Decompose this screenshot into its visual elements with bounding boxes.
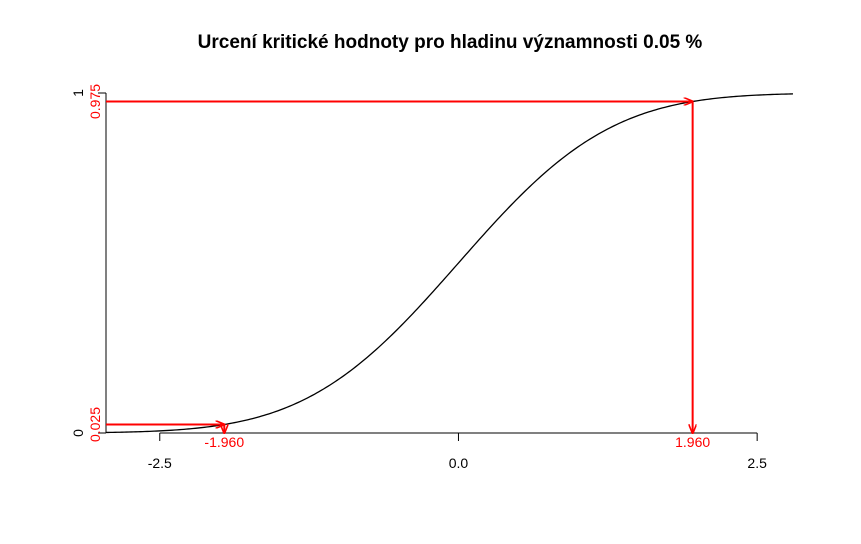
axes: -2.5 0.0 2.5 0 1 [70,89,767,471]
critical-values-layer: -1.960 0.025 1.960 0.975 [87,84,710,450]
critical-p-label: 0.025 [87,407,103,442]
critical-p-label: 0.975 [87,84,103,119]
y-tick-label: 1 [70,89,86,97]
critical-x-label: 1.960 [675,434,710,450]
curve-layer [105,93,794,434]
y-tick-label: 0 [70,429,86,437]
cdf-curve [105,93,794,434]
x-tick-label: -2.5 [148,455,172,471]
chart-title: Urcení kritické hodnoty pro hladinu význ… [198,32,703,53]
x-tick-label: 0.0 [449,455,469,471]
x-tick-label: 2.5 [747,455,767,471]
critical-x-label: -1.960 [204,434,244,450]
